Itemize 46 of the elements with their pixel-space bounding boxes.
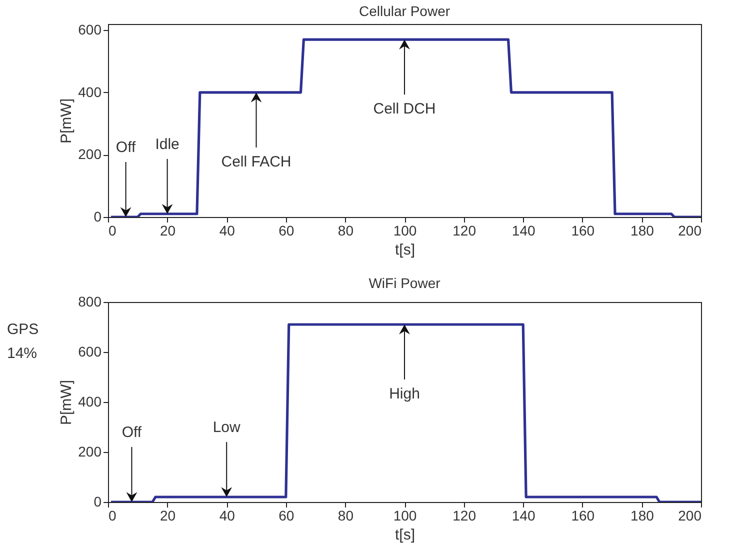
x-tick-label: 0 <box>108 222 116 238</box>
x-tick-label: 60 <box>278 222 294 238</box>
y-axis-title: P[mW] <box>58 380 76 425</box>
x-tick-label: 60 <box>278 508 294 524</box>
text: GPS 14% <box>7 321 39 362</box>
annotation: Low <box>212 419 241 436</box>
x-tick-label: 40 <box>219 222 236 238</box>
annotation: Cell FACH <box>221 153 292 170</box>
y-tick-label: 200 <box>78 444 102 460</box>
x-axis-title: t[s] <box>394 526 416 544</box>
y-axis-title: P[mW] <box>58 98 76 144</box>
y-tick-label: 800 <box>78 294 102 310</box>
x-tick-label: 120 <box>452 222 476 238</box>
annotation: Cell DCH <box>373 100 436 118</box>
y-tick-label: 400 <box>78 84 102 100</box>
y-tick-label: 400 <box>78 394 102 410</box>
x-tick-label: 80 <box>338 222 354 238</box>
x-tick-label: 180 <box>630 508 654 524</box>
x-axis-title: t[s] <box>394 242 416 258</box>
x-tick-label: 120 <box>452 508 476 524</box>
x-tick-label: 160 <box>571 508 595 524</box>
annotation: Idle <box>155 136 180 153</box>
x-tick-label: 140 <box>512 508 536 524</box>
x-tick-label: 20 <box>160 222 176 238</box>
y-tick-label: 0 <box>94 208 102 224</box>
x-tick-label: 200 <box>678 508 702 524</box>
x-tick-label: 140 <box>512 222 536 238</box>
x-tick-label: 160 <box>571 222 595 238</box>
y-tick-label: 0 <box>94 494 102 510</box>
annotation: High <box>389 386 420 402</box>
x-tick-label: 200 <box>678 222 702 238</box>
annotation: Off <box>116 139 136 156</box>
x-tick-label: 20 <box>160 508 176 524</box>
chart-title: WiFi Power <box>368 275 441 291</box>
chart-title: Cellular Power <box>358 3 450 20</box>
line-series <box>110 38 701 217</box>
y-tick-label: 600 <box>78 344 102 360</box>
x-tick-label: 180 <box>630 222 654 238</box>
x-tick-label: 0 <box>108 508 116 524</box>
x-tick-label: 40 <box>219 508 236 524</box>
x-tick-label: 100 <box>393 222 417 238</box>
y-tick-label: 600 <box>78 22 102 38</box>
x-tick-label: 80 <box>338 508 354 524</box>
y-tick-label: 200 <box>78 146 102 162</box>
annotation: Off <box>122 424 142 441</box>
x-tick-label: 100 <box>393 508 417 524</box>
